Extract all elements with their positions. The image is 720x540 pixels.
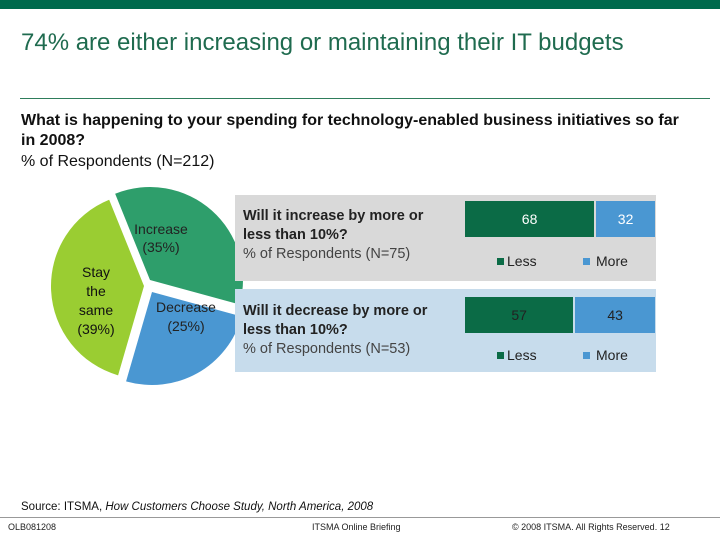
- increase-value-less: 68: [521, 211, 538, 227]
- source-study: How Customers Choose Study, North Americ…: [105, 501, 374, 513]
- pie-slice-stay-same: [50, 199, 145, 376]
- increase-bar-less: [465, 201, 595, 237]
- survey-question: What is happening to your spending for t…: [21, 112, 679, 149]
- pie-label-stay-3: same: [79, 302, 113, 318]
- footer-code: OLB081208: [8, 522, 57, 532]
- pie-label-stay-2: the: [86, 283, 106, 299]
- pie-slice-decrease: [126, 292, 242, 386]
- decrease-value-less: 57: [511, 307, 527, 323]
- footer-copyright: © 2008 ITSMA. All Rights Reserved. 12: [512, 522, 670, 532]
- pie-label-stay-4: (39%): [77, 321, 114, 337]
- pie-label-increase-2: (35%): [142, 239, 179, 255]
- increase-legend-less: Less: [507, 253, 537, 269]
- footer-divider: [0, 517, 720, 518]
- decrease-bar-more: [575, 297, 655, 333]
- source-prefix: Source: ITSMA,: [21, 501, 106, 513]
- decrease-legend-less: Less: [507, 347, 537, 363]
- increase-respondents: % of Respondents (N=75): [243, 246, 411, 262]
- decrease-legend-more: More: [596, 347, 628, 363]
- legend-swatch-less: [497, 258, 504, 265]
- pie-label-increase-1: Increase: [134, 221, 188, 237]
- legend-swatch-more: [583, 352, 590, 359]
- title-divider: [20, 98, 710, 99]
- increase-value-more: 32: [617, 211, 634, 227]
- increase-question: Will it increase by more or less than 10…: [243, 207, 453, 264]
- pie-label-decrease-2: (25%): [167, 318, 204, 334]
- increase-question-text: Will it increase by more or less than 10…: [243, 208, 424, 243]
- slide-title: 74% are either increasing or maintaining…: [21, 29, 624, 56]
- pie-slice-increase: [115, 186, 243, 305]
- legend-swatch-less: [497, 352, 504, 359]
- footer-center: ITSMA Online Briefing: [312, 522, 401, 532]
- decrease-question: Will it decrease by more or less than 10…: [243, 302, 453, 359]
- pie-label-stay-1: Stay: [82, 264, 110, 280]
- pie-label-decrease-1: Decrease: [156, 299, 216, 315]
- legend-swatch-more: [583, 258, 590, 265]
- decrease-bar-less: [465, 297, 574, 333]
- decrease-value-more: 43: [607, 307, 623, 323]
- increase-legend-more: More: [596, 253, 628, 269]
- source-note: Source: ITSMA, How Customers Choose Stud…: [21, 501, 373, 513]
- top-accent-bar: [0, 0, 720, 9]
- increase-bar-more: [596, 201, 655, 237]
- decrease-question-text: Will it decrease by more or less than 10…: [243, 303, 428, 338]
- decrease-respondents: % of Respondents (N=53): [243, 341, 411, 357]
- respondents-note: % of Respondents (N=212): [21, 153, 215, 170]
